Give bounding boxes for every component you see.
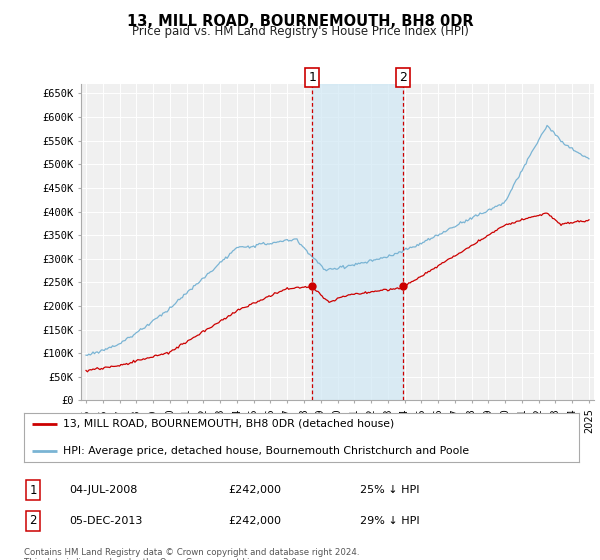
- Text: 13, MILL ROAD, BOURNEMOUTH, BH8 0DR (detached house): 13, MILL ROAD, BOURNEMOUTH, BH8 0DR (det…: [63, 418, 394, 428]
- Text: 1: 1: [308, 71, 316, 84]
- Text: 2: 2: [399, 71, 407, 84]
- Text: 04-JUL-2008: 04-JUL-2008: [69, 485, 137, 495]
- Bar: [313, 84, 403, 400]
- Text: £242,000: £242,000: [228, 485, 281, 495]
- Text: £242,000: £242,000: [228, 516, 281, 526]
- Text: 2: 2: [29, 514, 37, 528]
- Text: Contains HM Land Registry data © Crown copyright and database right 2024.
This d: Contains HM Land Registry data © Crown c…: [24, 548, 359, 560]
- Text: 25% ↓ HPI: 25% ↓ HPI: [360, 485, 419, 495]
- Text: 13, MILL ROAD, BOURNEMOUTH, BH8 0DR: 13, MILL ROAD, BOURNEMOUTH, BH8 0DR: [127, 14, 473, 29]
- Text: HPI: Average price, detached house, Bournemouth Christchurch and Poole: HPI: Average price, detached house, Bour…: [63, 446, 469, 456]
- Text: 05-DEC-2013: 05-DEC-2013: [69, 516, 142, 526]
- Text: 29% ↓ HPI: 29% ↓ HPI: [360, 516, 419, 526]
- Text: 1: 1: [29, 483, 37, 497]
- Text: Price paid vs. HM Land Registry's House Price Index (HPI): Price paid vs. HM Land Registry's House …: [131, 25, 469, 38]
